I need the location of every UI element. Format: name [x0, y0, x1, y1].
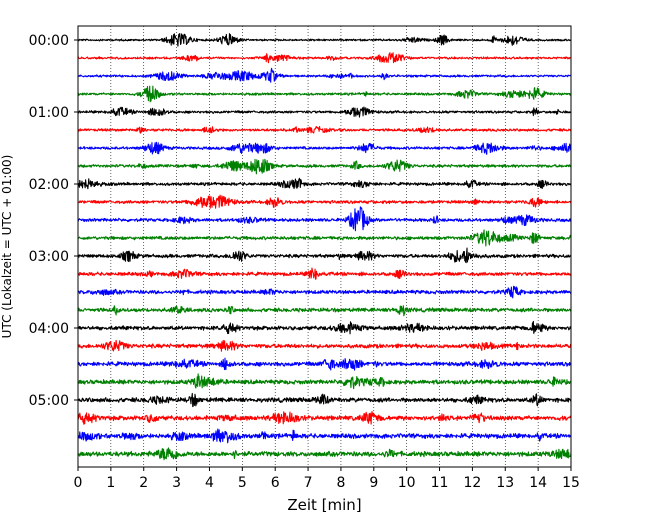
trace-line [77, 392, 572, 408]
x-tick-label: 11 [431, 475, 449, 491]
x-axis-label: Zeit [min] [287, 496, 361, 514]
y-axis-ticks: 00:00 01:00 02:00 03:00 04:00 05:00 [29, 33, 78, 409]
trace-line [77, 67, 572, 83]
trace-line [77, 177, 572, 190]
trace-line [77, 206, 572, 232]
trace-line [77, 267, 572, 280]
trace-line [77, 158, 572, 175]
trace-line [77, 229, 572, 247]
trace-line [77, 305, 572, 317]
trace-line [77, 285, 572, 299]
trace-line [77, 411, 572, 425]
trace-line [77, 85, 572, 103]
x-tick-label: 4 [205, 475, 214, 491]
trace-line [77, 194, 572, 209]
y-tick-label: 03:00 [29, 249, 69, 265]
x-tick-label: 10 [398, 475, 416, 491]
trace-line [77, 339, 572, 352]
y-tick-label: 04:00 [29, 321, 69, 337]
trace-line [77, 357, 572, 371]
x-tick-label: 13 [496, 475, 514, 491]
x-tick-label: 9 [369, 475, 378, 491]
y-tick-label: 01:00 [29, 105, 69, 121]
x-tick-label: 7 [304, 475, 313, 491]
trace-line [77, 428, 572, 444]
x-tick-label: 8 [336, 475, 345, 491]
x-tick-label: 14 [529, 475, 547, 491]
trace-line [77, 126, 572, 134]
trace-line [77, 106, 572, 118]
x-tick-label: 0 [74, 475, 83, 491]
trace-line [77, 447, 572, 461]
trace-line [77, 320, 572, 335]
x-tick-label: 3 [172, 475, 181, 491]
x-tick-label: 15 [562, 475, 580, 491]
x-tick-label: 2 [139, 475, 148, 491]
y-tick-label: 02:00 [29, 177, 69, 193]
trace-line [77, 52, 572, 64]
x-tick-label: 1 [106, 475, 115, 491]
plot-frame [77, 25, 572, 468]
trace-line [77, 33, 572, 47]
x-tick-label: 5 [238, 475, 247, 491]
x-tick-label: 12 [463, 475, 481, 491]
trace-lines [77, 33, 572, 461]
trace-line [77, 373, 572, 390]
y-tick-label: 05:00 [29, 393, 69, 409]
trace-line [77, 141, 572, 155]
y-axis-label: UTC (Lokalzeit = UTC + 01:00) [0, 155, 14, 339]
x-axis-ticks: 0 1 2 3 4 5 6 7 8 9 10 11 12 13 14 15 [74, 467, 580, 491]
x-tick-label: 6 [271, 475, 280, 491]
trace-line [77, 247, 572, 264]
y-tick-label: 00:00 [29, 33, 69, 49]
